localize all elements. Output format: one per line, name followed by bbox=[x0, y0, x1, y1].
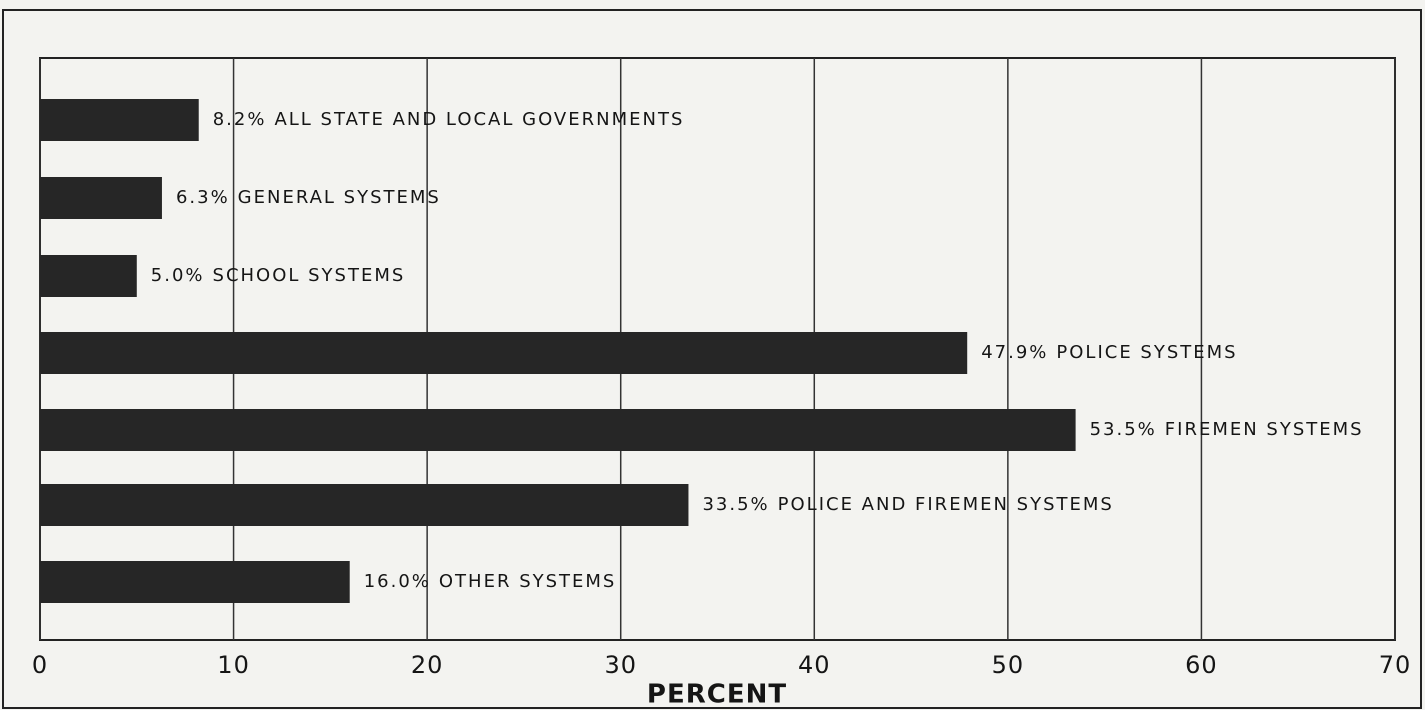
category-label: ALL STATE AND LOCAL GOVERNMENTS bbox=[274, 109, 684, 130]
bar-label: 5.0% SCHOOL SYSTEMS bbox=[151, 265, 406, 286]
value-label: 5.0% bbox=[151, 265, 205, 286]
x-tick-label: 40 bbox=[798, 651, 831, 679]
bar bbox=[40, 99, 199, 141]
bar-label: 16.0% OTHER SYSTEMS bbox=[364, 571, 617, 592]
bar bbox=[40, 255, 137, 297]
x-tick-label: 70 bbox=[1379, 651, 1412, 679]
x-axis-title: PERCENT bbox=[647, 680, 787, 710]
value-label: 6.3% bbox=[176, 187, 230, 208]
category-label: FIREMEN SYSTEMS bbox=[1165, 419, 1364, 440]
bar bbox=[40, 177, 162, 219]
x-tick-label: 20 bbox=[411, 651, 444, 679]
category-label: POLICE AND FIREMEN SYSTEMS bbox=[778, 494, 1114, 515]
category-label: GENERAL SYSTEMS bbox=[238, 187, 441, 208]
value-label: 53.5% bbox=[1090, 419, 1157, 440]
value-label: 47.9% bbox=[981, 342, 1048, 363]
x-tick-label: 0 bbox=[32, 651, 48, 679]
bar-label: 53.5% FIREMEN SYSTEMS bbox=[1090, 419, 1364, 440]
bar bbox=[40, 332, 968, 374]
bar bbox=[40, 484, 689, 526]
bar-label: 6.3% GENERAL SYSTEMS bbox=[176, 187, 441, 208]
value-label: 33.5% bbox=[702, 494, 769, 515]
category-label: OTHER SYSTEMS bbox=[439, 571, 616, 592]
x-tick-label: 60 bbox=[1185, 651, 1218, 679]
bar-label: 8.2% ALL STATE AND LOCAL GOVERNMENTS bbox=[213, 109, 685, 130]
frame bbox=[2, 9, 1422, 709]
bar-label: 47.9% POLICE SYSTEMS bbox=[981, 342, 1237, 363]
value-label: 8.2% bbox=[213, 109, 267, 130]
x-tick-label: 30 bbox=[604, 651, 637, 679]
x-tick-label: 50 bbox=[992, 651, 1025, 679]
bar bbox=[40, 561, 350, 603]
x-tick-label: 10 bbox=[217, 651, 250, 679]
category-label: POLICE SYSTEMS bbox=[1056, 342, 1237, 363]
bar-label: 33.5% POLICE AND FIREMEN SYSTEMS bbox=[702, 494, 1113, 515]
bar bbox=[40, 409, 1076, 451]
category-label: SCHOOL SYSTEMS bbox=[213, 265, 406, 286]
value-label: 16.0% bbox=[364, 571, 431, 592]
